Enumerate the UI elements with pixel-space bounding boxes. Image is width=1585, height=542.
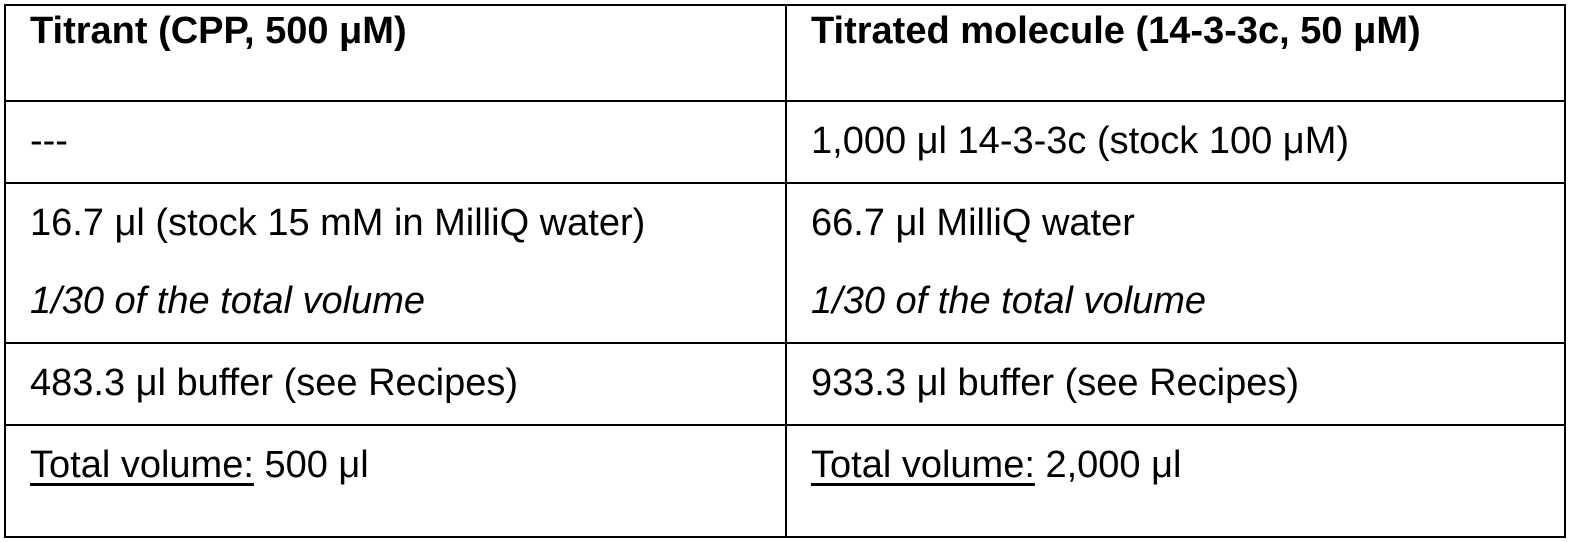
table-header-row: Titrant (CPP, 500 μM) Titrated molecule … bbox=[4, 4, 1566, 102]
cell-text: 1,000 μl 14-3-3c (stock 100 μM) bbox=[811, 120, 1350, 162]
table-row: --- 1,000 μl 14-3-3c (stock 100 μM) bbox=[4, 100, 1566, 184]
table-row: 16.7 μl (stock 15 mM in MilliQ water) 1/… bbox=[4, 182, 1566, 344]
recipe-table: Titrant (CPP, 500 μM) Titrated molecule … bbox=[4, 4, 1566, 538]
total-volume-label: Total volume: bbox=[30, 444, 254, 486]
cell-text: 66.7 μl MilliQ water bbox=[811, 202, 1135, 244]
table-row: 483.3 μl buffer (see Recipes) 933.3 μl b… bbox=[4, 342, 1566, 426]
titrated-cell: 66.7 μl MilliQ water 1/30 of the total v… bbox=[785, 182, 1566, 344]
titrant-total-cell: Total volume: 500 μl bbox=[4, 424, 787, 538]
titrant-header: Titrant (CPP, 500 μM) bbox=[4, 4, 787, 102]
total-volume-label: Total volume: bbox=[811, 444, 1035, 486]
cell-note: 1/30 of the total volume bbox=[30, 280, 426, 322]
total-volume-value: 2,000 μl bbox=[1034, 444, 1182, 486]
cell-text: --- bbox=[30, 120, 68, 162]
total-line: Total volume: 500 μl bbox=[30, 427, 763, 504]
titrant-cell: 483.3 μl buffer (see Recipes) bbox=[4, 342, 787, 426]
cell-note: 1/30 of the total volume bbox=[811, 280, 1207, 322]
cell-text: 933.3 μl buffer (see Recipes) bbox=[811, 362, 1300, 404]
titrated-total-cell: Total volume: 2,000 μl bbox=[785, 424, 1566, 538]
titrant-cell: --- bbox=[4, 100, 787, 184]
titrated-cell: 1,000 μl 14-3-3c (stock 100 μM) bbox=[785, 100, 1566, 184]
total-volume-value: 500 μl bbox=[253, 444, 369, 486]
table-row-total: Total volume: 500 μl Total volume: 2,000… bbox=[4, 424, 1566, 538]
titrant-cell: 16.7 μl (stock 15 mM in MilliQ water) 1/… bbox=[4, 182, 787, 344]
titrated-cell: 933.3 μl buffer (see Recipes) bbox=[785, 342, 1566, 426]
total-line: Total volume: 2,000 μl bbox=[811, 427, 1542, 504]
cell-text: 483.3 μl buffer (see Recipes) bbox=[30, 362, 519, 404]
cell-text: 16.7 μl (stock 15 mM in MilliQ water) bbox=[30, 202, 646, 244]
titrated-molecule-header: Titrated molecule (14-3-3c, 50 μM) bbox=[785, 4, 1566, 102]
